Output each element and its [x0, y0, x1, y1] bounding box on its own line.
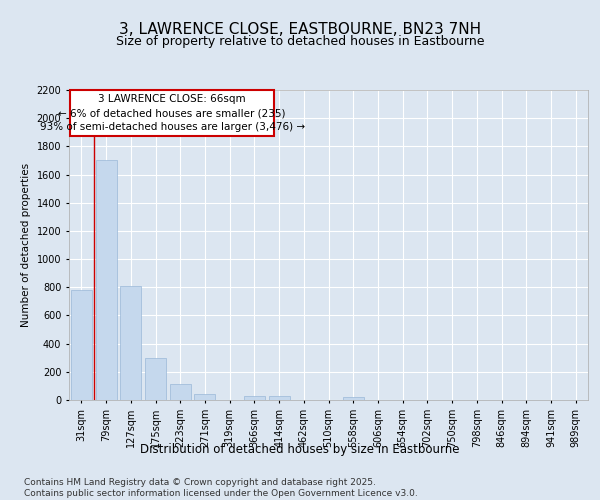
Bar: [244, 396, 265, 400]
Y-axis label: Number of detached properties: Number of detached properties: [21, 163, 31, 327]
Text: Distribution of detached houses by size in Eastbourne: Distribution of detached houses by size …: [140, 442, 460, 456]
Bar: [71, 290, 92, 400]
Text: 3, LAWRENCE CLOSE, EASTBOURNE, BN23 7NH: 3, LAWRENCE CLOSE, EASTBOURNE, BN23 7NH: [119, 22, 481, 38]
Text: Contains HM Land Registry data © Crown copyright and database right 2025.
Contai: Contains HM Land Registry data © Crown c…: [24, 478, 418, 498]
Bar: [170, 384, 191, 400]
Bar: [95, 160, 116, 400]
Text: 3 LAWRENCE CLOSE: 66sqm
← 6% of detached houses are smaller (235)
93% of semi-de: 3 LAWRENCE CLOSE: 66sqm ← 6% of detached…: [40, 94, 305, 132]
Bar: [145, 358, 166, 400]
Bar: [120, 286, 141, 400]
Text: Size of property relative to detached houses in Eastbourne: Size of property relative to detached ho…: [116, 35, 484, 48]
FancyBboxPatch shape: [70, 90, 274, 136]
Bar: [194, 394, 215, 400]
Bar: [343, 397, 364, 400]
Bar: [269, 396, 290, 400]
